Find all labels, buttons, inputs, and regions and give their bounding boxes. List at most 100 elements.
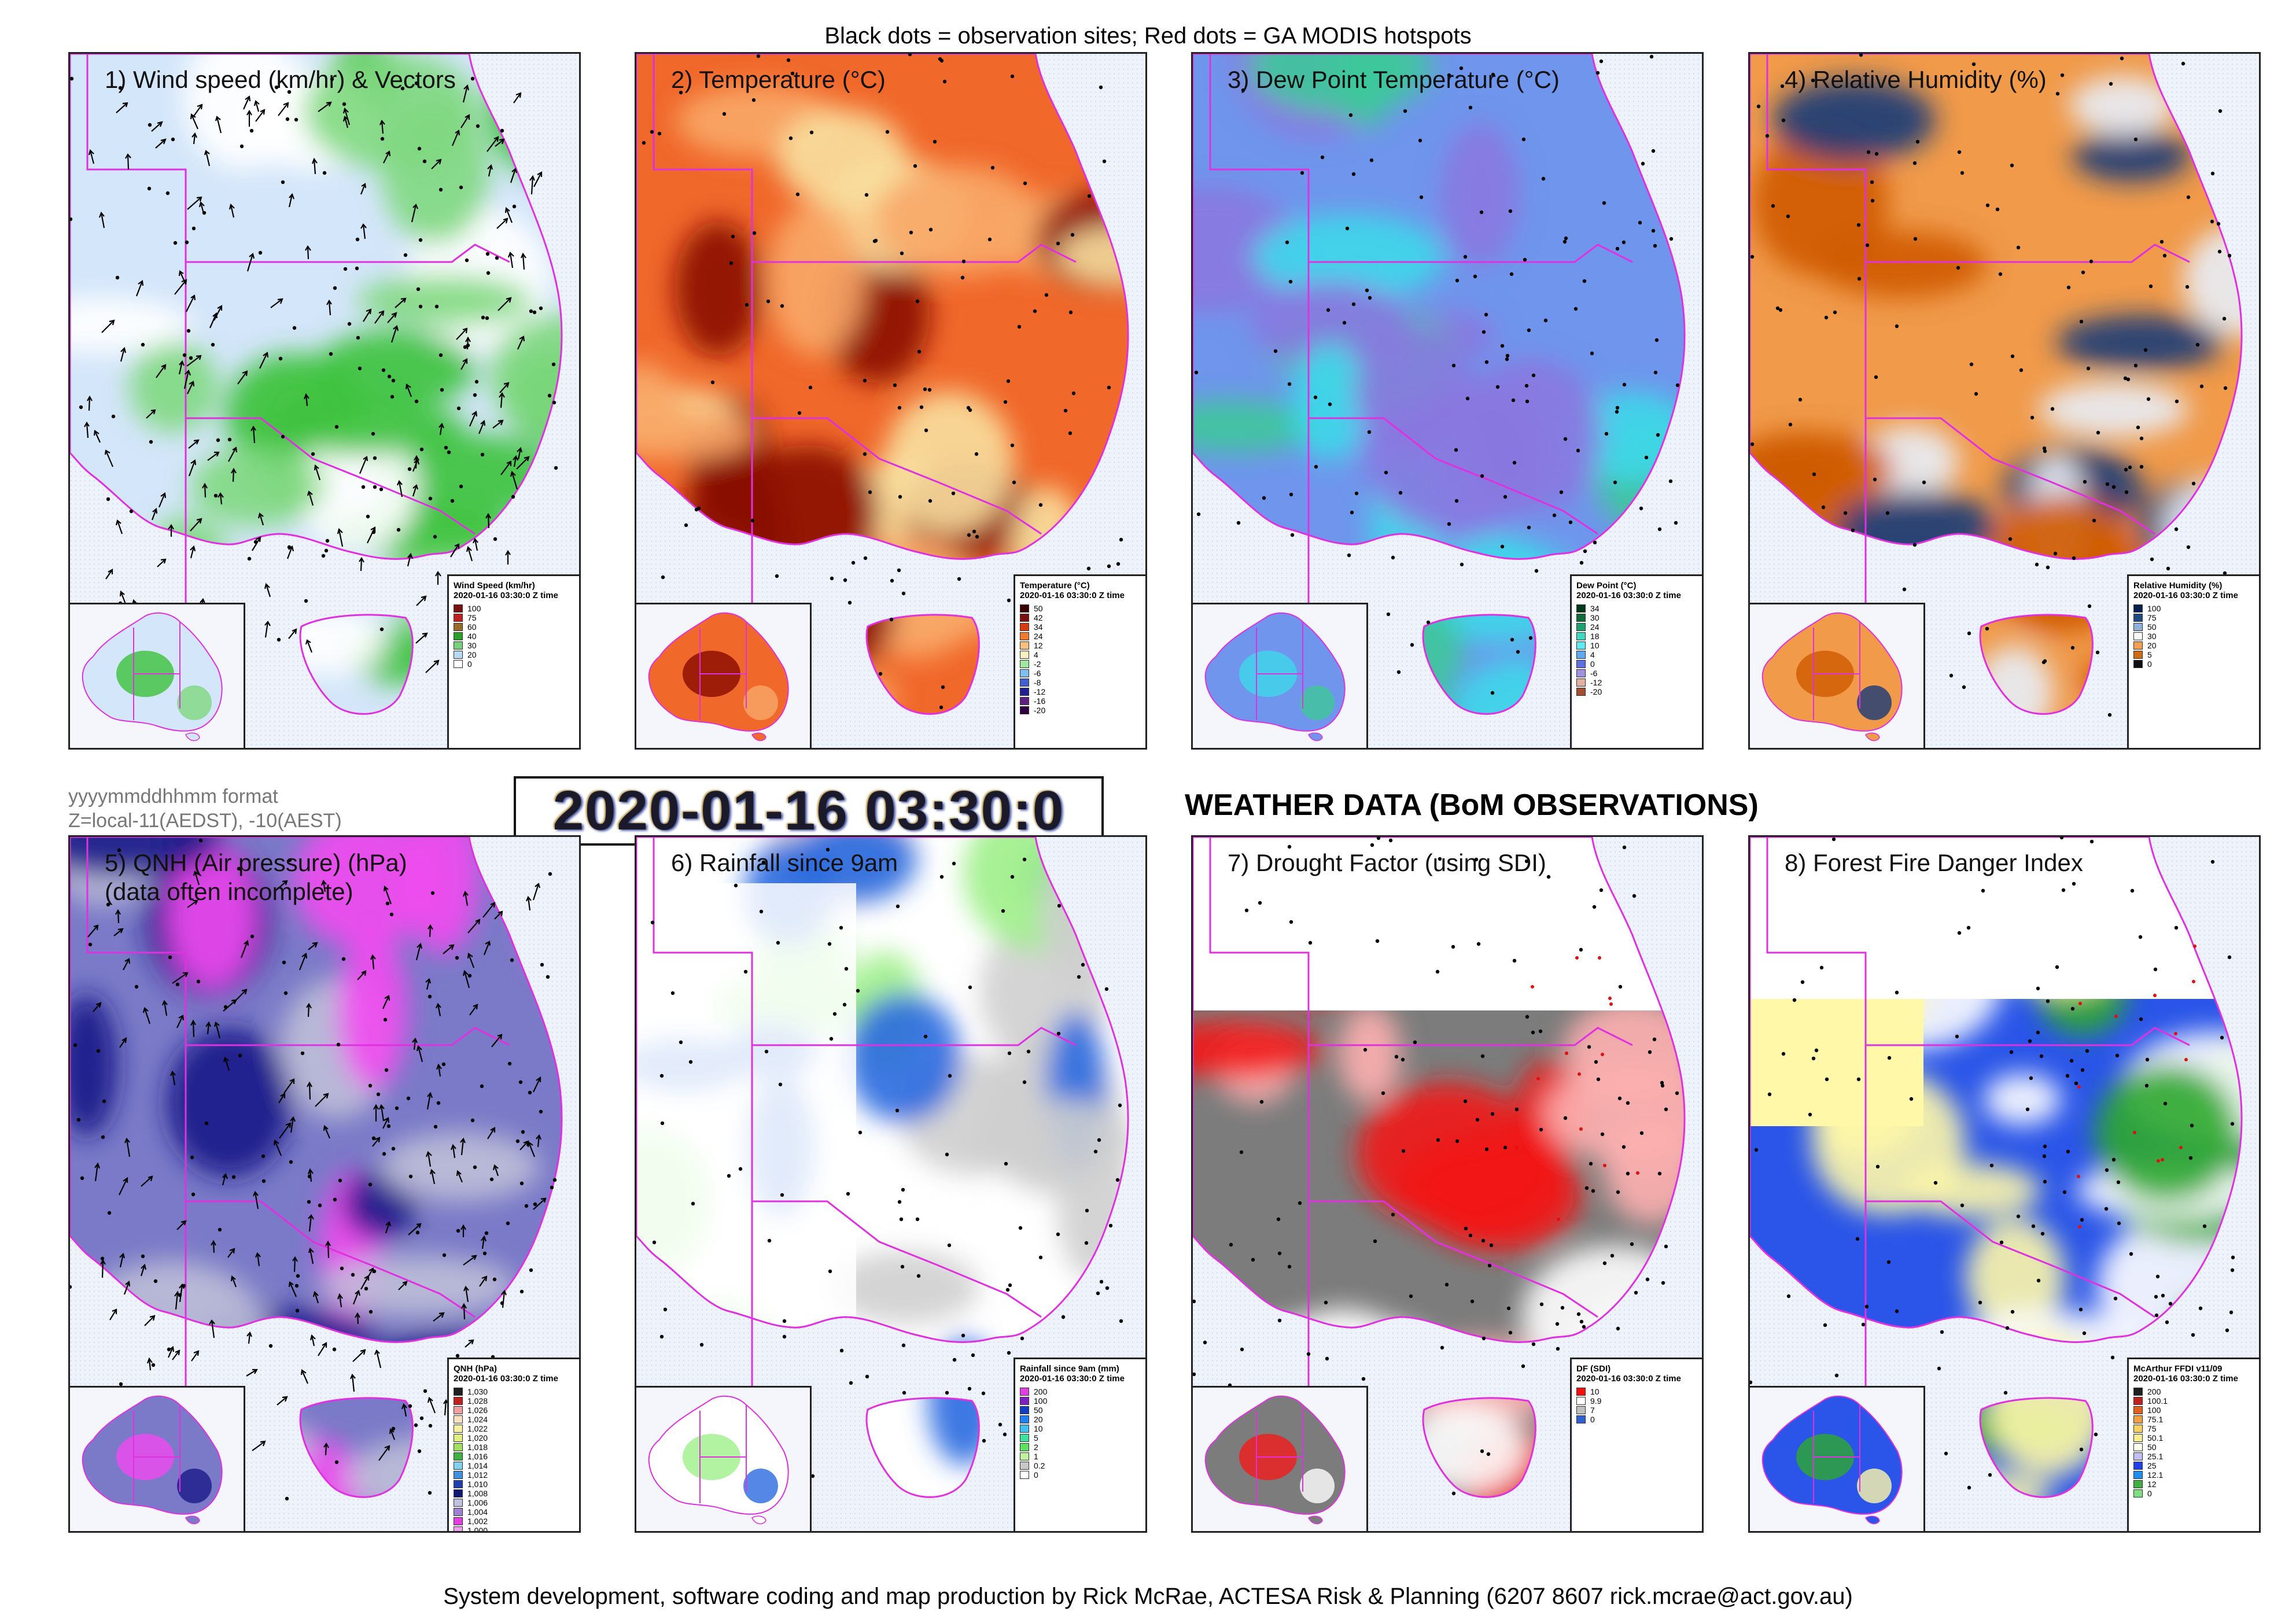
- legend-time: 2020-01-16 03:30:0 Z time: [2133, 1374, 2238, 1384]
- legend-swatch: [454, 1517, 463, 1525]
- legend-swatch: [1020, 641, 1029, 650]
- australia-inset-map: [70, 1386, 245, 1531]
- legend-swatch: [1576, 1388, 1586, 1396]
- legend-row: 1,028: [454, 1396, 574, 1406]
- map-panel-wind[interactable]: 1) Wind speed (km/hr) & Vectors Wind Spe…: [68, 52, 581, 750]
- legend-swatch: [2133, 1434, 2143, 1442]
- map-panel-drought-factor[interactable]: 7) Drought Factor (using SDI) DF (SDI) 20…: [1191, 835, 1704, 1533]
- australia-inset-map: [1750, 603, 1925, 748]
- legend-value: 40: [467, 632, 477, 641]
- panel-title: 7) Drought Factor (using SDI): [1228, 849, 1546, 876]
- legend-swatch: [1020, 1406, 1029, 1414]
- legend-swatch: [1020, 1434, 1029, 1442]
- legend-row: 0: [1020, 1470, 1141, 1480]
- legend-value: 100: [467, 604, 481, 613]
- legend-value: 50.1: [2147, 1433, 2164, 1443]
- legend-value: 9.9: [1590, 1396, 1602, 1406]
- panel-title: 6) Rainfall since 9am: [671, 849, 898, 876]
- map-panel-ffdi[interactable]: 8) Forest Fire Danger Index McArthur FFD…: [1748, 835, 2261, 1533]
- legend-time: 2020-01-16 03:30:0 Z time: [1020, 591, 1125, 600]
- legend-swatch: [454, 623, 463, 631]
- legend-value: 100: [1034, 1396, 1048, 1406]
- observation-sites: [1194, 54, 1680, 721]
- legend-row: 1,024: [454, 1415, 574, 1424]
- legend-row: 10: [1020, 1424, 1141, 1433]
- legend-row: 50: [1020, 1406, 1141, 1415]
- legend-value: 1,026: [467, 1406, 488, 1415]
- legend-swatch: [454, 1443, 463, 1451]
- map-panel-relative-humidity[interactable]: 4) Relative Humidity (%) Relative Humidi…: [1748, 52, 2261, 750]
- legend-swatch: [1576, 651, 1586, 659]
- legend-row: 5: [2133, 650, 2254, 659]
- legend-value: 1,002: [467, 1517, 488, 1526]
- legend-value: 0: [1590, 1415, 1595, 1424]
- legend-swatch: [454, 1452, 463, 1460]
- map-panel-rainfall[interactable]: 6) Rainfall since 9am Rainfall since 9am…: [635, 835, 1147, 1533]
- legend-swatch: [2133, 1489, 2143, 1497]
- legend-swatch: [1020, 614, 1029, 622]
- legend-swatch: [1020, 697, 1029, 705]
- legend-value: -12: [1590, 678, 1602, 687]
- legend-value: 1,004: [467, 1507, 488, 1517]
- legend-title: DF (SDI): [1576, 1364, 1611, 1374]
- legend-value: 34: [1590, 604, 1600, 613]
- legend-swatch: [1020, 1443, 1029, 1451]
- map-panel-dew-point[interactable]: 3) Dew Point Temperature (°C) Dew Point …: [1191, 52, 1704, 750]
- legend-value: -6: [1590, 669, 1598, 678]
- legend-swatch: [1576, 614, 1586, 622]
- zone-note: Z=local-11(AEDST), -10(AEST): [68, 810, 342, 832]
- legend-row: 200: [2133, 1387, 2254, 1396]
- legend-value: 1,020: [467, 1433, 488, 1443]
- legend-swatch: [1020, 660, 1029, 668]
- legend-value: 1,018: [467, 1443, 488, 1452]
- legend-value: 1: [1034, 1452, 1038, 1461]
- australia-inset-map: [636, 603, 812, 748]
- legend-value: 0: [1034, 1470, 1038, 1480]
- map-legend: Dew Point (°C) 2020-01-16 03:30:0 Z time 3…: [1570, 574, 1702, 748]
- legend-swatch: [1020, 669, 1029, 677]
- legend-swatch: [1576, 604, 1586, 613]
- legend-value: 0.2: [1034, 1461, 1045, 1470]
- map-panel-temperature[interactable]: 2) Temperature (°C) Temperature (°C) 2020…: [635, 52, 1147, 750]
- legend-value: -16: [1034, 696, 1046, 706]
- legend-row: 20: [2133, 641, 2254, 650]
- map-legend: Rainfall since 9am (mm) 2020-01-16 03:30:…: [1014, 1358, 1145, 1531]
- legend-row: 34: [1576, 604, 1697, 613]
- legend-row: 4: [1576, 650, 1697, 659]
- legend-swatch: [2133, 1452, 2143, 1460]
- legend-value: 25.1: [2147, 1452, 2164, 1461]
- legend-row: 12.1: [2133, 1470, 2254, 1480]
- legend-value: 100.1: [2147, 1396, 2168, 1406]
- legend-row: 1,010: [454, 1480, 574, 1489]
- legend-value: 75: [467, 613, 477, 622]
- legend-swatch: [454, 614, 463, 622]
- legend-swatch: [454, 1397, 463, 1405]
- legend-value: 0: [2147, 659, 2152, 669]
- legend-row: 10: [1576, 641, 1697, 650]
- legend-swatch: [454, 1462, 463, 1470]
- legend-row: 75: [2133, 613, 2254, 622]
- legend-swatch: [2133, 651, 2143, 659]
- legend-row: 100.1: [2133, 1396, 2254, 1406]
- legend-row: 1,002: [454, 1517, 574, 1526]
- legend-value: 20: [1034, 1415, 1043, 1424]
- legend-value: 7: [1590, 1406, 1595, 1415]
- australia-inset-map: [1193, 1386, 1368, 1531]
- legend-swatch: [454, 1471, 463, 1479]
- legend-value: 1,030: [467, 1387, 488, 1396]
- legend-row: 50: [1020, 604, 1141, 613]
- legend-row: 12: [1020, 641, 1141, 650]
- legend-swatch: [1020, 688, 1029, 696]
- legend-value: 4: [1034, 650, 1038, 659]
- legend-row: 100: [454, 604, 574, 613]
- legend-row: 1,016: [454, 1452, 574, 1461]
- legend-row: 20: [1020, 1415, 1141, 1424]
- legend-row: 1,014: [454, 1461, 574, 1470]
- legend-swatch: [2133, 1443, 2143, 1451]
- map-panel-qnh[interactable]: 5) QNH (Air pressure) (hPa) (data often …: [68, 835, 581, 1533]
- legend-swatch: [1020, 1425, 1029, 1433]
- legend-row: 0: [1576, 1415, 1697, 1424]
- legend-row: 0.2: [1020, 1461, 1141, 1470]
- legend-row: 2: [1020, 1443, 1141, 1452]
- legend-swatch: [2133, 623, 2143, 631]
